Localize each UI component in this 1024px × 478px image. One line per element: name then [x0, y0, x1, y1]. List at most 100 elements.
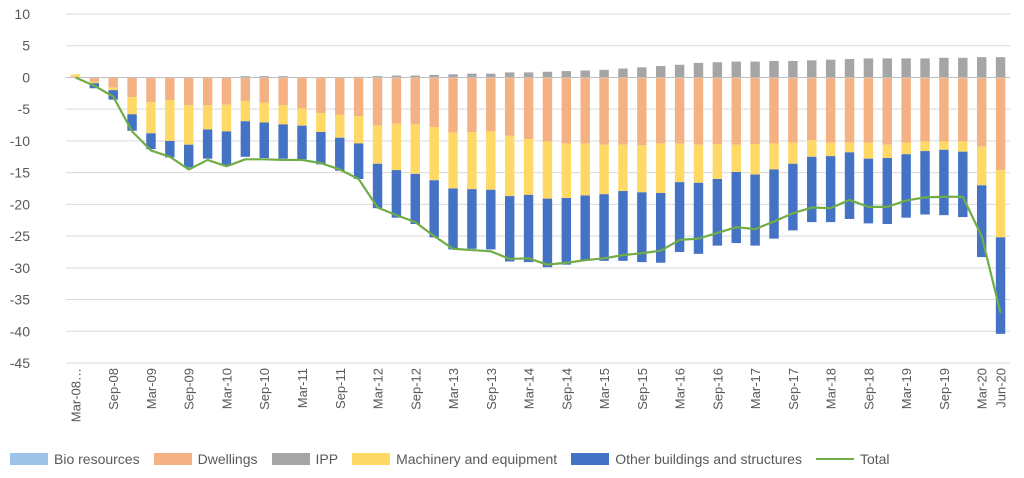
bar-segment [297, 125, 307, 160]
bar-segment [448, 132, 458, 189]
bar-segment [240, 100, 251, 122]
bar-segment [637, 78, 647, 146]
legend-swatch [271, 453, 310, 465]
x-tick-label: Mar-10 [219, 368, 234, 409]
bar-segment [901, 78, 911, 143]
x-tick-label: Sep-10 [257, 368, 272, 410]
bar-segment [580, 195, 590, 261]
bar-segment [165, 140, 175, 158]
bar-segment [523, 78, 534, 140]
bar-segment [127, 97, 137, 115]
bar-segment [976, 146, 987, 186]
bar-segment [656, 143, 666, 193]
bar-segment [580, 78, 590, 144]
x-tick-label: Mar-12 [371, 368, 386, 409]
bar-segment [184, 105, 194, 145]
legend-label: Total [859, 451, 890, 467]
x-tick-label: Mar-18 [824, 368, 839, 409]
bar-segment [316, 132, 326, 165]
bar-segment [825, 156, 836, 223]
y-tick-label: -5 [18, 101, 31, 117]
legend-item: Other buildings and structures [571, 451, 802, 467]
bar-segment [844, 152, 855, 219]
bar-segment [599, 78, 609, 145]
bar-segment [542, 71, 553, 78]
x-tick-label: Jun-20 [994, 368, 1009, 408]
bar-segment [504, 72, 515, 78]
bar-segment [769, 169, 779, 239]
bar-segment [976, 185, 987, 258]
y-tick-label: 0 [22, 69, 30, 85]
bar-segment [523, 139, 534, 195]
x-tick-label: Mar-14 [522, 368, 537, 409]
legend-swatch [10, 453, 48, 465]
bar-segment [863, 58, 874, 78]
bar-segment [240, 121, 251, 157]
bar-segment [788, 163, 798, 231]
bar-stacks [70, 57, 1006, 334]
x-tick-label: Mar-15 [597, 368, 612, 409]
bar-segment [89, 81, 100, 84]
total-line-path [74, 76, 1002, 314]
x-tick-label: Sep-15 [635, 368, 650, 410]
bar-segment [561, 198, 572, 265]
y-tick-label: -10 [10, 133, 30, 149]
bar-segment [335, 137, 345, 171]
x-tick-label: Sep-12 [408, 368, 423, 410]
bar-segment [410, 173, 420, 225]
bar-segment [240, 78, 251, 101]
bar-segment [410, 78, 420, 125]
bar-segment [882, 78, 892, 145]
bar-segment [844, 59, 855, 78]
bar-segment [618, 191, 628, 261]
bar-segment [561, 71, 572, 78]
bar-segment [920, 151, 930, 215]
x-tick-label: Sep-11 [333, 368, 348, 409]
bar-segment [410, 75, 420, 78]
bar-segment [939, 78, 949, 142]
bar-segment [976, 57, 987, 78]
bar-segment [788, 78, 798, 143]
bar-segment [807, 78, 817, 141]
bar-segment [202, 105, 213, 130]
bar-segment [448, 74, 458, 78]
legend-item: Total [815, 451, 890, 467]
x-tick-label: Mar-16 [673, 368, 688, 409]
bar-segment [656, 192, 666, 263]
bar-segment [920, 141, 930, 152]
legend-label: Other buildings and structures [615, 451, 802, 467]
bar-segment [769, 60, 779, 78]
bar-segment [448, 188, 458, 250]
x-tick-label: Sep-18 [861, 368, 876, 410]
bar-segment [731, 172, 741, 244]
bar-segment [542, 78, 553, 142]
y-tick-label: -35 [10, 292, 30, 308]
bar-segment [618, 78, 628, 145]
bar-segment [995, 57, 1006, 78]
bar-segment [844, 142, 855, 153]
bar-segment [693, 182, 704, 254]
bar-segment [467, 78, 477, 133]
x-tick-label: Mar-17 [748, 368, 763, 409]
bar-segment [561, 143, 572, 199]
bar-segment [316, 78, 326, 113]
bar-segment [89, 78, 100, 82]
bar-segment [882, 58, 892, 78]
bar-segment [580, 143, 590, 196]
bar-segment [769, 78, 779, 144]
bar-segment [561, 78, 572, 144]
bar-segment [693, 78, 704, 145]
x-tick-label: Mar-08… [68, 368, 83, 422]
bar-segment [939, 149, 949, 216]
legend-item: Machinery and equipment [352, 451, 557, 467]
bar-segment [523, 194, 534, 263]
bar-segment [939, 57, 949, 78]
x-tick-label: Mar-13 [446, 368, 461, 409]
y-tick-label: -25 [10, 228, 30, 244]
bar-segment [920, 58, 930, 78]
bar-segment [202, 78, 213, 106]
x-tick-label: Sep-09 [182, 368, 197, 410]
x-tick-label: Mar-20 [975, 368, 990, 409]
y-tick-label: 5 [22, 38, 30, 54]
x-tick-label: Sep-16 [710, 368, 725, 410]
